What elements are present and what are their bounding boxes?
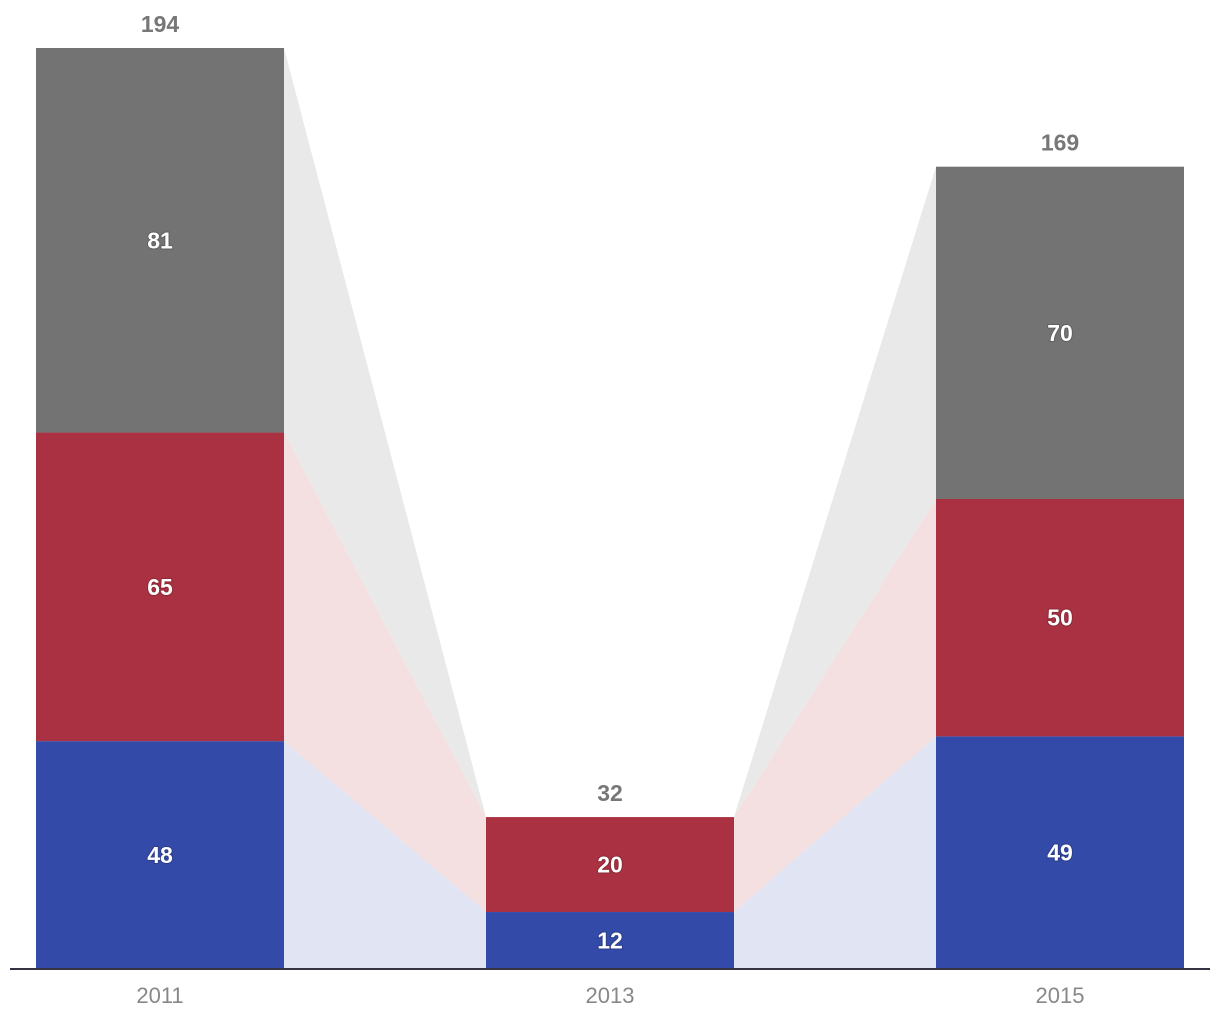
data-label-2011-series-0: 48: [147, 842, 173, 868]
connector-ribbons: [284, 48, 936, 969]
x-tick-label-2011: 2011: [136, 983, 183, 1008]
data-label-2013-series-0: 12: [597, 928, 623, 954]
data-label-2011-series-1: 65: [147, 574, 173, 600]
data-label-2015-series-0: 49: [1047, 840, 1073, 866]
bar-2011-series-0: [36, 741, 284, 969]
data-label-2013-series-1: 20: [597, 852, 623, 878]
data-label-2015-series-1: 50: [1047, 605, 1073, 631]
ribbon-2013-2015-series-0: [734, 736, 936, 969]
bar-2013-series-1: [486, 817, 734, 913]
total-label-2011: 194: [141, 11, 180, 37]
ribbon-2013-2015-series-1: [734, 499, 936, 913]
bar-2015-series-0: [936, 736, 1184, 969]
bar-2015-series-2: [936, 166, 1184, 500]
total-label-2013: 32: [597, 780, 623, 806]
x-tick-label-2013: 2013: [586, 983, 635, 1008]
data-label-2011-series-2: 81: [147, 227, 173, 253]
bar-2013-series-0: [486, 912, 734, 969]
ribbon-2011-2013-series-2: [284, 48, 486, 818]
data-label-2015-series-2: 70: [1047, 320, 1073, 346]
ribbon-2011-2013-series-1: [284, 432, 486, 913]
x-axis-ticks: 2011 2013 2015: [136, 983, 1084, 1008]
ribbon-2013-2015-series-2: [734, 166, 936, 818]
bar-labels: 48 65 81 194 12 20 32 49 50 70 169: [141, 11, 1079, 955]
bar-stacks: [36, 48, 1184, 969]
bar-2011-series-2: [36, 48, 284, 433]
bar-2011-series-1: [36, 432, 284, 742]
ribbon-2011-2013-series-0: [284, 741, 486, 969]
x-tick-label-2015: 2015: [1036, 983, 1085, 1008]
total-label-2015: 169: [1041, 130, 1079, 156]
bar-2015-series-1: [936, 499, 1184, 737]
